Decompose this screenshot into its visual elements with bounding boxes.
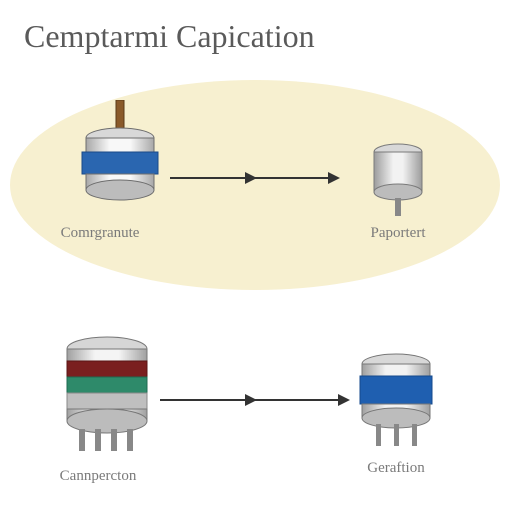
label-bottom-left: Cannpercton	[38, 468, 158, 485]
component-top-left	[70, 100, 170, 235]
component-bottom-left	[55, 335, 165, 470]
component-top-right	[360, 140, 440, 235]
striped-capacitor-icon	[55, 335, 165, 465]
arrow-bottom-midhead	[245, 394, 257, 406]
label-top-right: Paportert	[338, 225, 458, 242]
label-top-left: Comrgranute	[40, 225, 160, 242]
arrow-top-midhead	[245, 172, 257, 184]
component-bottom-right	[350, 350, 450, 475]
label-bottom-right: Geraftion	[336, 460, 456, 477]
diagram-stage: Comrgranute Paportert	[0, 0, 512, 512]
arrow-bottom-head	[338, 394, 350, 406]
potentiometer-icon	[70, 100, 170, 230]
blue-capacitor-icon	[350, 350, 450, 470]
small-capacitor-icon	[360, 140, 440, 230]
arrow-top-head	[328, 172, 340, 184]
